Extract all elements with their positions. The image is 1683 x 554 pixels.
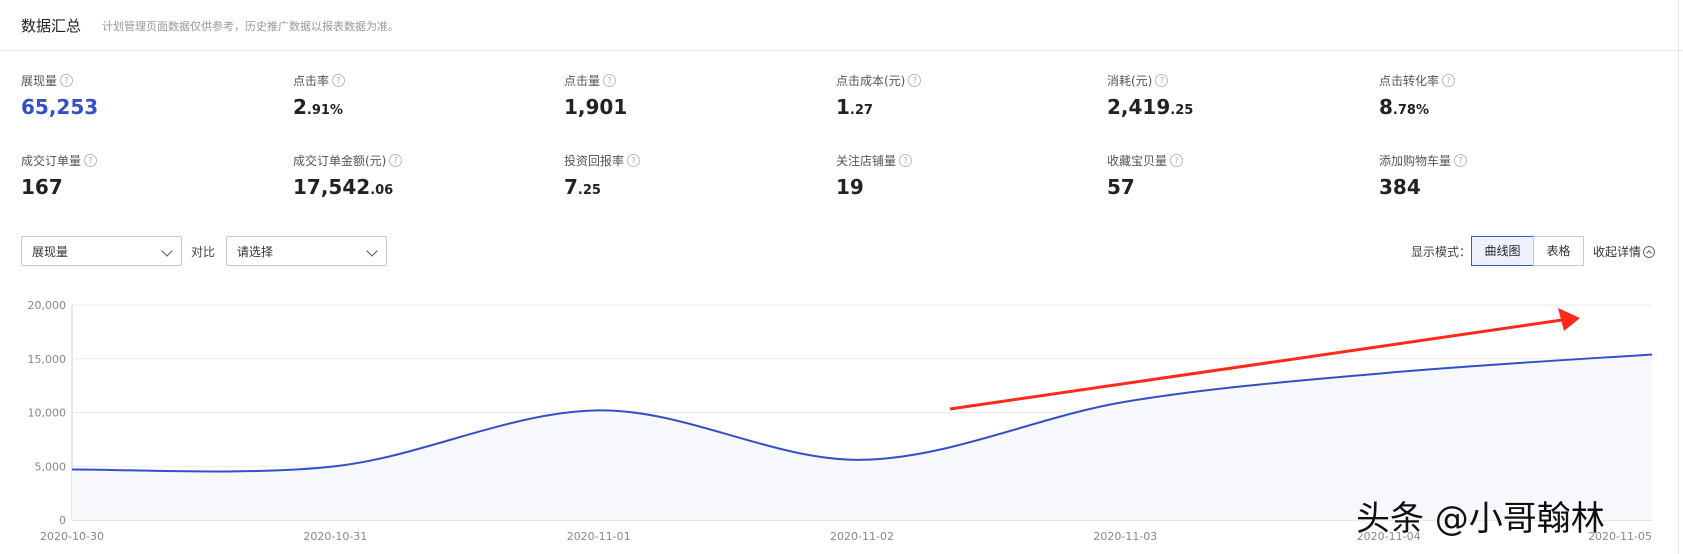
- metric-label: 投资回报率: [564, 154, 625, 168]
- y-tick-label: 15,000: [28, 353, 67, 366]
- metric-value: 384: [1379, 175, 1421, 199]
- metric-clicks[interactable]: 点击量? 1,901: [564, 72, 627, 119]
- metric-impressions[interactable]: 展现量? 65,253: [21, 72, 98, 119]
- help-icon[interactable]: ?: [1454, 154, 1468, 167]
- watermark: 头条 @小哥翰林: [1356, 499, 1605, 539]
- metric-value-decimal: .27: [849, 103, 873, 118]
- metric-ctr[interactable]: 点击率? 2.91%: [293, 72, 346, 119]
- metric-value: 8: [1379, 95, 1393, 119]
- compare-select-value: 请选择: [237, 245, 274, 259]
- metric-label: 成交订单量: [21, 154, 82, 168]
- panel-border: [1678, 0, 1679, 554]
- series-line: [71, 353, 1653, 473]
- compare-label: 对比: [191, 245, 216, 259]
- y-tick-label: 20,000: [28, 299, 67, 312]
- compare-select[interactable]: 请选择: [226, 236, 387, 266]
- metric-conversion-rate[interactable]: 点击转化率? 8.78%: [1379, 72, 1456, 119]
- metric-value: 65,253: [21, 95, 99, 119]
- y-tick-label: 10,000: [28, 407, 67, 420]
- metric-value: 2: [293, 95, 307, 119]
- metric-value: 2,419: [1107, 95, 1171, 119]
- metric-label: 成交订单金额(元): [293, 154, 387, 168]
- x-tick-label: 2020-11-03: [1093, 530, 1157, 543]
- help-icon[interactable]: ?: [899, 154, 913, 167]
- metric-value-decimal: .06: [370, 183, 394, 198]
- metric-label: 点击成本(元): [836, 74, 906, 88]
- collapse-details-button[interactable]: 收起详情: [1593, 243, 1656, 260]
- y-tick-label: 5,000: [35, 460, 67, 473]
- x-tick-label: 2020-11-02: [830, 530, 894, 543]
- help-icon[interactable]: ?: [1442, 74, 1456, 87]
- help-icon[interactable]: ?: [389, 154, 403, 167]
- metric-select[interactable]: 展现量: [21, 236, 182, 266]
- metric-shop-follows[interactable]: 关注店铺量? 19: [836, 152, 913, 199]
- metric-select-value: 展现量: [32, 245, 69, 259]
- metric-value: 17,542: [293, 175, 371, 199]
- metric-label: 点击量: [564, 74, 601, 88]
- metric-value: 1: [836, 95, 850, 119]
- table-mode-button[interactable]: 表格: [1533, 236, 1584, 266]
- metric-label: 收藏宝贝量: [1107, 154, 1168, 168]
- help-icon[interactable]: ?: [84, 154, 98, 167]
- x-tick-label: 2020-10-30: [40, 530, 104, 543]
- metric-cpc[interactable]: 点击成本(元)? 1.27: [836, 72, 922, 119]
- metric-value: 1,901: [564, 95, 628, 119]
- help-icon[interactable]: ?: [603, 74, 617, 87]
- metric-value: 57: [1107, 175, 1135, 199]
- metric-item-favorites[interactable]: 收藏宝贝量? 57: [1107, 152, 1184, 199]
- metric-value-decimal: .25: [1170, 103, 1194, 118]
- metric-value-decimal: .91%: [306, 103, 343, 118]
- annotation-arrow-head: [1558, 308, 1580, 331]
- x-tick-label: 2020-11-01: [567, 530, 631, 543]
- metric-add-to-cart[interactable]: 添加购物车量? 384: [1379, 152, 1468, 199]
- x-tick-label: 2020-11-04: [1357, 530, 1421, 543]
- impressions-chart: 0 5,000 10,000 15,000 20,000 2020-10-30 2020-1…: [28, 299, 1653, 543]
- summary-header: 数据汇总 计划管理页面数据仅供参考，历史推广数据以报表数据为准。: [0, 0, 1683, 51]
- page-title: 数据汇总: [21, 17, 82, 35]
- help-icon[interactable]: ?: [60, 74, 74, 87]
- help-icon[interactable]: ?: [908, 74, 922, 87]
- metric-label: 关注店铺量: [836, 154, 897, 168]
- chevron-down-icon: [366, 245, 378, 257]
- metric-value: 7: [564, 175, 578, 199]
- series-area: [72, 354, 1652, 520]
- display-mode-label: 显示模式：: [1411, 245, 1472, 259]
- y-tick-label: 0: [59, 514, 66, 527]
- metric-value: 167: [21, 175, 63, 199]
- chevron-down-icon: [161, 245, 173, 257]
- x-tick-label: 2020-11-05: [1588, 530, 1652, 543]
- metric-label: 点击转化率: [1379, 74, 1440, 88]
- help-icon[interactable]: ?: [332, 74, 346, 87]
- metric-order-amount[interactable]: 成交订单金额(元)? 17,542.06: [293, 152, 403, 199]
- chevron-up-circle-icon: [1643, 245, 1656, 258]
- page-subtitle: 计划管理页面数据仅供参考，历史推广数据以报表数据为准。: [102, 20, 399, 33]
- help-icon[interactable]: ?: [1155, 74, 1169, 87]
- metric-label: 添加购物车量: [1379, 154, 1452, 168]
- x-tick-label: 2020-10-31: [303, 530, 367, 543]
- metric-value: 19: [836, 175, 864, 199]
- help-icon[interactable]: ?: [1170, 154, 1184, 167]
- metric-label: 消耗(元): [1107, 74, 1153, 88]
- curve-mode-button[interactable]: 曲线图: [1471, 236, 1534, 266]
- metric-label: 点击率: [293, 74, 330, 88]
- collapse-label: 收起详情: [1593, 245, 1642, 259]
- metric-orders[interactable]: 成交订单量? 167: [21, 152, 98, 199]
- annotation-arrow-shaft: [949, 318, 1563, 411]
- help-icon[interactable]: ?: [627, 154, 641, 167]
- metric-value-decimal: .25: [577, 183, 601, 198]
- metric-label: 展现量: [21, 74, 58, 88]
- metric-cost[interactable]: 消耗(元)? 2,419.25: [1107, 72, 1193, 119]
- metric-value-decimal: .78%: [1392, 103, 1429, 118]
- metric-roi[interactable]: 投资回报率? 7.25: [564, 152, 641, 199]
